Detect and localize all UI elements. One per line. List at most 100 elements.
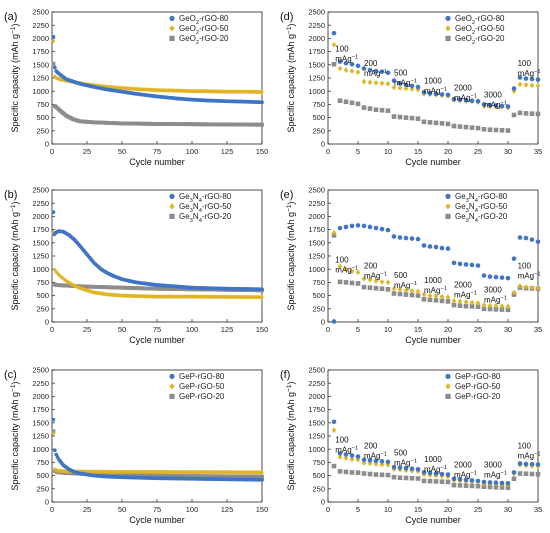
data-point [469, 262, 475, 268]
legend-label: Ge3N4-rGO-50 [179, 202, 232, 214]
data-point [499, 480, 505, 486]
data-point [493, 307, 499, 312]
data-point [487, 302, 493, 309]
data-point [469, 304, 475, 309]
data-point [337, 59, 343, 64]
legend-marker [169, 35, 175, 41]
data-point [433, 293, 439, 299]
x-axis-label: Cycle number [129, 515, 185, 525]
data-point [260, 287, 264, 292]
data-point [403, 287, 409, 294]
data-point [481, 126, 487, 132]
data-point [451, 298, 457, 304]
data-point [379, 279, 385, 285]
data-point [529, 461, 535, 467]
data-point [349, 456, 355, 462]
rate-annotation: 200 mAg−1 [364, 262, 387, 281]
data-point [505, 128, 511, 133]
y-tick-label: 2250 [32, 379, 49, 388]
data-point [349, 280, 355, 286]
y-tick-label: 1000 [32, 87, 49, 96]
y-tick-label: 250 [36, 304, 49, 313]
data-point [535, 83, 541, 89]
data-point [57, 272, 61, 278]
data-point [343, 60, 349, 66]
data-point [463, 299, 469, 305]
y-tick-label: 500 [312, 471, 325, 480]
data-point [337, 279, 343, 285]
y-tick-label: 2500 [308, 186, 325, 195]
data-point [451, 302, 457, 308]
data-point [391, 84, 397, 91]
data-point [337, 263, 343, 270]
data-point [487, 274, 493, 279]
data-point [445, 92, 451, 98]
x-tick-label: 10 [384, 147, 392, 156]
legend-label: GeO2-rGO-80 [179, 14, 229, 26]
y-tick-label: 750 [312, 278, 325, 287]
data-point [349, 453, 355, 458]
rate-annotation: 1000 mAg−1 [424, 76, 447, 95]
data-point [535, 471, 541, 477]
x-axis-label: Cycle number [405, 335, 461, 345]
series-gep-rgo-80 [51, 417, 264, 482]
data-point [397, 291, 403, 297]
legend-marker [445, 373, 451, 379]
series-gep-rgo-20 [331, 463, 541, 491]
data-point [391, 78, 397, 83]
rate-annotation: 1000 mAg−1 [424, 276, 447, 295]
legend-label: GeP-rGO-50 [179, 382, 225, 391]
y-tick-label: 0 [45, 318, 49, 327]
data-point [331, 230, 337, 236]
data-point [355, 454, 361, 459]
data-point [517, 81, 523, 88]
y-tick-label: 0 [45, 140, 49, 149]
data-point [457, 483, 463, 488]
data-point [421, 243, 427, 248]
data-point [457, 261, 463, 267]
x-tick-label: 20 [444, 147, 452, 156]
data-point [505, 275, 511, 281]
panel-label: (a) [4, 11, 17, 23]
x-axis-label: Cycle number [129, 335, 185, 345]
legend-label: Ge3N4-rGO-80 [179, 192, 232, 204]
y-tick-label: 1750 [32, 225, 49, 234]
legend-label: GeO2-rGO-50 [455, 24, 505, 36]
x-tick-label: 0 [50, 325, 54, 334]
data-point [415, 293, 421, 298]
y-tick-label: 1750 [308, 47, 325, 56]
x-tick-label: 10 [384, 505, 392, 514]
data-point [343, 266, 349, 272]
series-geo-rgo-80 [331, 30, 541, 109]
data-point [505, 480, 511, 486]
data-point [427, 292, 433, 299]
data-point [343, 280, 349, 285]
data-point [493, 127, 499, 133]
data-point [361, 78, 367, 85]
data-point [355, 69, 361, 75]
data-point [505, 307, 511, 313]
data-point [343, 99, 349, 105]
rate-annotation: 100 mAg−1 [335, 255, 358, 274]
data-point [463, 262, 469, 267]
legend-label: Ge3N4-rGO-20 [179, 212, 232, 224]
y-tick-label: 0 [321, 498, 325, 507]
data-point [433, 298, 439, 303]
data-point [409, 83, 415, 89]
y-tick-label: 1500 [32, 238, 49, 247]
y-tick-label: 250 [36, 126, 49, 135]
legend-label: GeP-rGO-80 [455, 372, 501, 381]
data-point [51, 417, 56, 422]
data-point [385, 70, 391, 76]
data-point [391, 474, 397, 480]
data-point [403, 465, 409, 471]
series-geo-rgo-20 [331, 61, 541, 133]
data-point [379, 459, 385, 464]
series-ge-n-rgo-50 [331, 230, 541, 310]
data-point [511, 86, 517, 91]
rate-annotation: 1000 mAg−1 [424, 455, 447, 474]
series-geo-rgo-80 [51, 34, 264, 105]
